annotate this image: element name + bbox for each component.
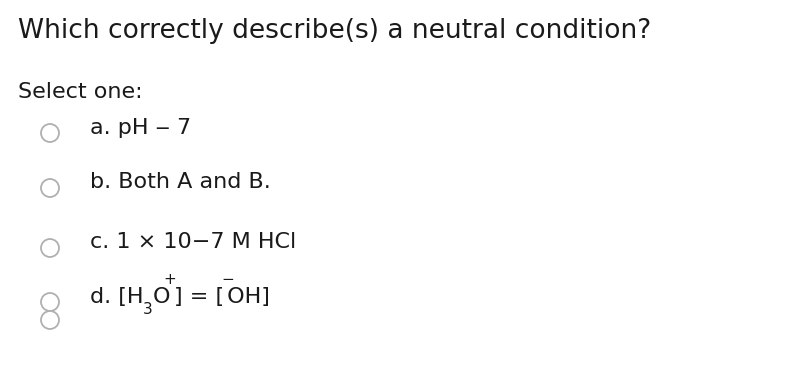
Text: a. pH ‒ 7: a. pH ‒ 7 (90, 118, 191, 138)
Text: d. [H: d. [H (90, 287, 143, 307)
Text: 3: 3 (143, 302, 153, 317)
Text: ] = [: ] = [ (174, 287, 224, 307)
Text: Which correctly describe(s) a neutral condition?: Which correctly describe(s) a neutral co… (18, 18, 651, 44)
Text: c. 1 × 10−7 M HCl: c. 1 × 10−7 M HCl (90, 232, 296, 252)
Text: Select one:: Select one: (18, 82, 143, 102)
Text: +: + (163, 272, 176, 287)
Text: OH]: OH] (220, 287, 270, 307)
Text: O: O (153, 287, 170, 307)
Text: −: − (221, 272, 234, 287)
Text: b. Both A and B.: b. Both A and B. (90, 172, 271, 192)
